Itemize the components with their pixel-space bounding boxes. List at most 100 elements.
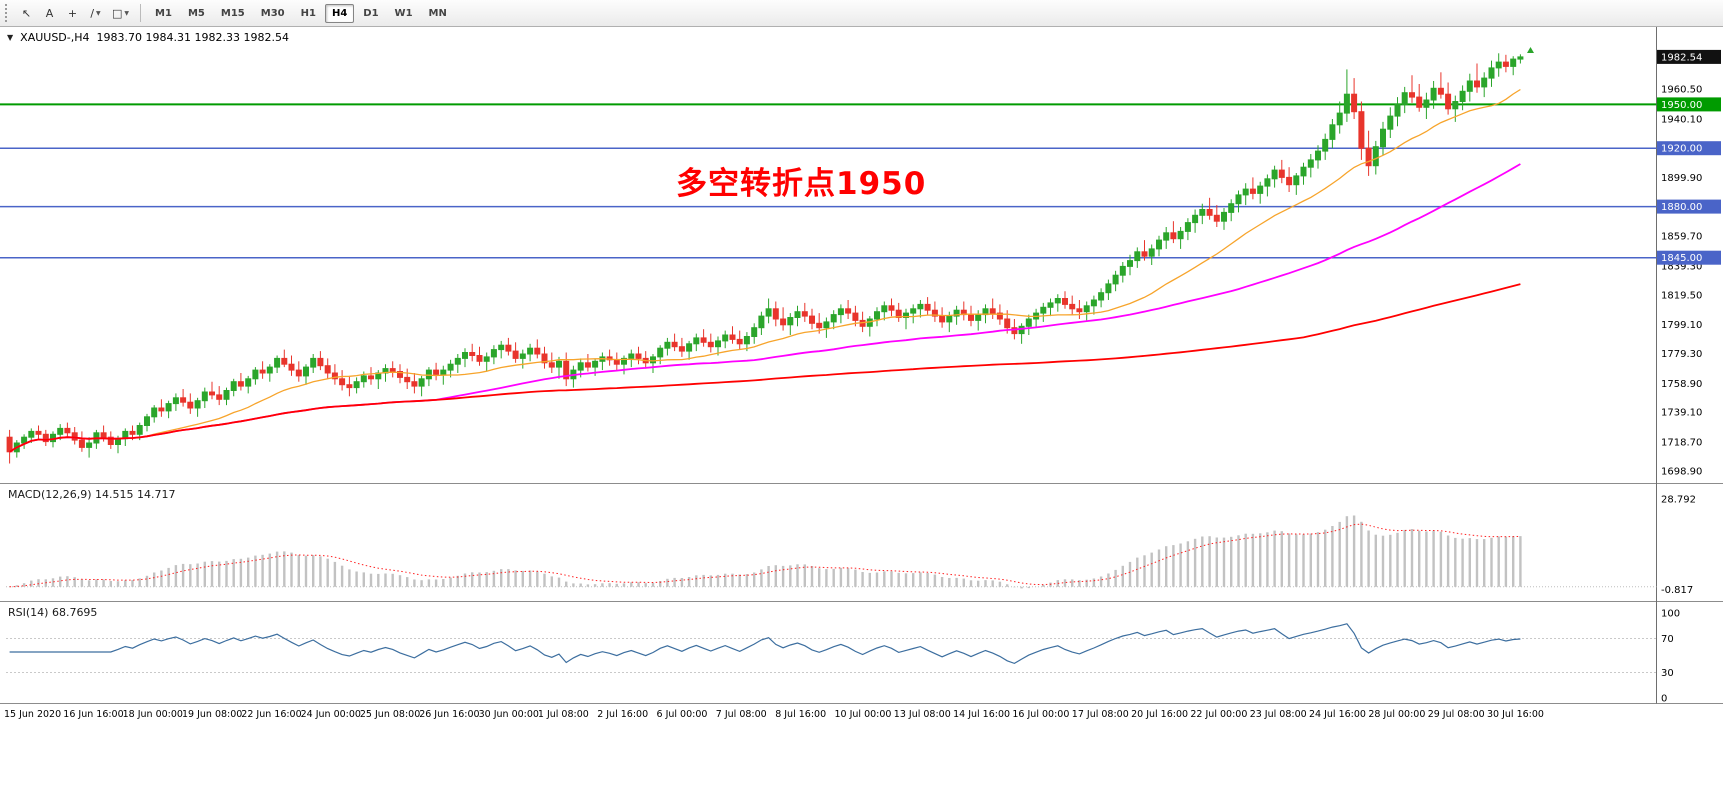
price-tag-1920.00[interactable]	[1657, 141, 1721, 156]
drawing-toolbar: ↖ A + / ▼ □ ▼	[15, 3, 134, 24]
timeframe-mn-button[interactable]: MN	[428, 7, 447, 19]
time-axis-label: 28 Jul 00:00	[1368, 709, 1425, 720]
price-axis-label: 1739.10	[1661, 408, 1702, 419]
price-axis-label: 1718.70	[1661, 438, 1702, 449]
rsi-axis-label: 30	[1661, 668, 1674, 679]
price-axis-label: 1799.10	[1661, 320, 1702, 331]
price-axis-label: 1779.30	[1661, 349, 1702, 360]
trendline-tools-icon: /	[90, 6, 95, 20]
time-axis-label: 8 Jul 16:00	[775, 709, 826, 720]
shape-tools-button[interactable]: □ ▼	[107, 3, 134, 24]
timeframe-w1-button[interactable]: W1	[394, 7, 413, 19]
toolbar-separator	[140, 4, 142, 22]
rsi-indicator-label: RSI(14) 68.7695	[8, 606, 98, 619]
collapse-chart-icon[interactable]: ▼	[7, 33, 14, 42]
price-tag-1880.00[interactable]	[1657, 199, 1721, 214]
price-axis-label: 1698.90	[1661, 466, 1702, 477]
rsi-axis-label: 70	[1661, 634, 1674, 645]
price-axis-label: 1819.50	[1661, 290, 1702, 301]
price-axis-label: 1758.90	[1661, 379, 1702, 390]
text-label-icon: A	[45, 6, 54, 20]
candlestick-series[interactable]	[6, 53, 1524, 464]
time-axis-label: 2 Jul 16:00	[597, 709, 648, 720]
toolbar-grip[interactable]	[5, 4, 10, 22]
horizontal-price-lines[interactable]	[0, 103, 1657, 259]
current-price-tag-text: 1982.54	[1661, 52, 1702, 63]
price-axis-label: 1899.90	[1661, 173, 1702, 184]
time-axis-label: 24 Jul 16:00	[1309, 709, 1366, 720]
time-axis-label: 24 Jun 00:00	[301, 709, 361, 720]
time-axis-label: 17 Jul 08:00	[1072, 709, 1129, 720]
rsi-line	[9, 623, 1521, 665]
time-axis-label: 19 Jun 08:00	[182, 709, 242, 720]
time-axis-label: 1 Jul 08:00	[538, 709, 589, 720]
text-label-button[interactable]: A	[38, 3, 61, 24]
price-axis-label: 1940.10	[1661, 114, 1702, 125]
timeframe-h4-button[interactable]: H4	[324, 3, 355, 23]
price-tag-1845.00[interactable]	[1657, 250, 1721, 265]
time-axis-label: 22 Jul 00:00	[1190, 709, 1247, 720]
time-axis-label: 15 Jun 2020	[4, 709, 61, 720]
time-axis-label: 22 Jun 16:00	[241, 709, 301, 720]
ma-20-line	[9, 88, 1521, 453]
price-axis[interactable]: 1960.50 1940.10 1899.90 1859.70 1839.30 1819.…	[1657, 49, 1721, 705]
chart-ohlc-values: 1983.70 1984.31 1982.33 1982.54	[96, 31, 289, 44]
time-axis-label: 26 Jun 16:00	[419, 709, 479, 720]
macd-axis-label: 28.792	[1661, 494, 1696, 505]
price-axis-label: 1960.50	[1661, 85, 1702, 96]
rsi-axis-label: 100	[1661, 609, 1680, 620]
cursor-icon: ↖	[21, 6, 32, 20]
time-axis-label: 20 Jul 16:00	[1131, 709, 1188, 720]
price-tag-1845.00-text: 1845.00	[1661, 253, 1702, 264]
price-tag-1950.00-text: 1950.00	[1661, 100, 1702, 111]
chart-annotation-text: 多空转折点1950	[676, 166, 927, 202]
macd-panel[interactable]	[6, 515, 1657, 589]
current-price-tag[interactable]	[1657, 49, 1721, 64]
panel-separators	[0, 27, 1723, 704]
rsi-panel[interactable]	[6, 623, 1657, 673]
timeframe-h1-button[interactable]: H1	[300, 7, 316, 19]
macd-signal-line	[9, 523, 1521, 588]
rsi-axis-label: 0	[1661, 694, 1667, 705]
chevron-down-icon: ▼	[96, 9, 101, 17]
price-marker-icon	[1527, 47, 1534, 53]
toolbar: ↖ A + / ▼ □ ▼ M1 M5 M15 M30 H1 H4 D1 W1 MN	[0, 0, 1723, 27]
ma-180-line	[9, 283, 1521, 453]
price-tag-1880.00-text: 1880.00	[1661, 202, 1702, 213]
timeframe-m15-button[interactable]: M15	[220, 7, 245, 19]
time-axis-label: 6 Jul 00:00	[657, 709, 708, 720]
timeframe-m1-button[interactable]: M1	[155, 7, 172, 19]
trendline-tools-button[interactable]: / ▼	[84, 3, 107, 24]
chart-header: ▼ XAUUSD-,H4 1983.70 1984.31 1982.33 198…	[7, 31, 289, 44]
crosshair-button[interactable]: +	[61, 3, 84, 24]
macd-indicator-label: MACD(12,26,9) 14.515 14.717	[8, 488, 176, 501]
price-axis-label: 1839.30	[1661, 262, 1702, 273]
time-axis-label: 16 Jul 00:00	[1012, 709, 1069, 720]
time-axis-label: 30 Jun 00:00	[479, 709, 539, 720]
chart-symbol-timeframe: XAUUSD-,H4	[20, 31, 90, 44]
moving-averages	[9, 88, 1521, 453]
timeframe-d1-button[interactable]: D1	[363, 7, 379, 19]
time-axis-label: 7 Jul 08:00	[716, 709, 767, 720]
cursor-button[interactable]: ↖	[15, 3, 38, 24]
time-axis-label: 30 Jul 16:00	[1487, 709, 1544, 720]
time-axis-label: 18 Jun 00:00	[123, 709, 183, 720]
time-axis-label: 25 Jun 08:00	[360, 709, 420, 720]
price-tag-1920.00-text: 1920.00	[1661, 144, 1702, 155]
time-axis-label: 14 Jul 16:00	[953, 709, 1010, 720]
crosshair-icon: +	[67, 6, 78, 20]
time-axis-label: 16 Jun 16:00	[63, 709, 123, 720]
timeframe-m30-button[interactable]: M30	[260, 7, 285, 19]
price-tag-1950.00[interactable]	[1657, 97, 1721, 112]
time-axis-label: 29 Jul 08:00	[1428, 709, 1485, 720]
timeframe-m5-button[interactable]: M5	[187, 7, 205, 19]
price-axis-label: 1859.70	[1661, 232, 1702, 243]
chevron-down-icon: ▼	[124, 9, 130, 17]
time-axis-label: 23 Jul 08:00	[1250, 709, 1307, 720]
macd-axis-label: -0.817	[1661, 585, 1693, 596]
shape-tools-icon: □	[112, 6, 123, 20]
timeframe-toolbar: M1 M5 M15 M30 H1 H4 D1 W1 MN	[147, 3, 455, 23]
time-axis-label: 10 Jul 00:00	[835, 709, 892, 720]
